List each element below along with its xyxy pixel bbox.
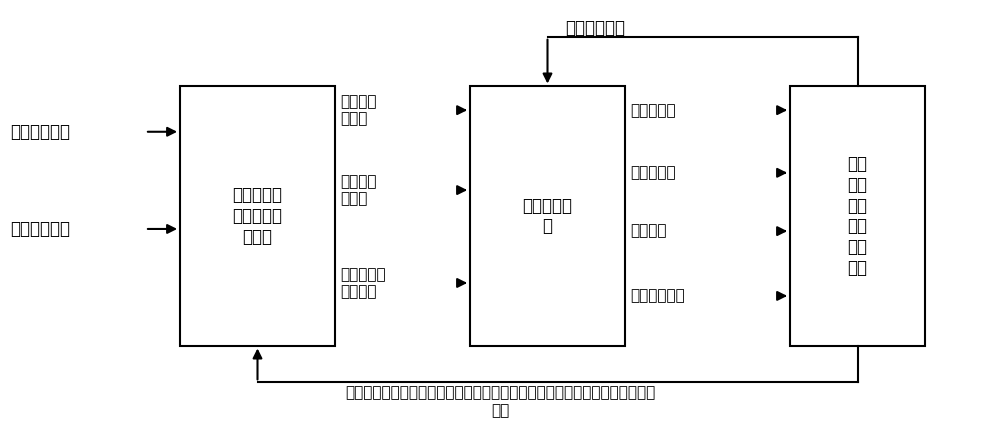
Text: 混合
动力
汽车
动力
传动
系统: 混合 动力 汽车 动力 传动 系统 bbox=[848, 155, 868, 277]
Bar bbox=[180, 86, 335, 346]
Text: 发动机需
求扭矩: 发动机需 求扭矩 bbox=[340, 94, 376, 127]
Text: 制动系统扭矩: 制动系统扭矩 bbox=[630, 289, 685, 303]
Text: 发电机扭矩: 发电机扭矩 bbox=[630, 165, 676, 180]
Text: 加速踏板位置: 加速踏板位置 bbox=[10, 123, 70, 141]
Text: 离合器、指
定器信号: 离合器、指 定器信号 bbox=[340, 267, 386, 299]
Text: 扭矩分配模
块: 扭矩分配模 块 bbox=[522, 197, 572, 235]
Bar bbox=[470, 86, 625, 346]
Text: 车速、发动机转速、电机转速、发电机转速、蓄电池状态、离合器制动器状态
图等: 车速、发动机转速、电机转速、发电机转速、蓄电池状态、离合器制动器状态 图等 bbox=[345, 386, 655, 418]
Bar bbox=[790, 86, 925, 346]
Text: 发动机最优
扭矩转速计
算模块: 发动机最优 扭矩转速计 算模块 bbox=[232, 186, 283, 246]
Text: 发动机转速际: 发动机转速际 bbox=[565, 19, 625, 37]
Text: 发动机需
求转速: 发动机需 求转速 bbox=[340, 174, 376, 206]
Text: 发动机扭矩: 发动机扭矩 bbox=[630, 103, 676, 118]
Text: 电机扭矩: 电机扭矩 bbox=[630, 224, 666, 238]
Text: 制动踏板位置: 制动踏板位置 bbox=[10, 220, 70, 238]
